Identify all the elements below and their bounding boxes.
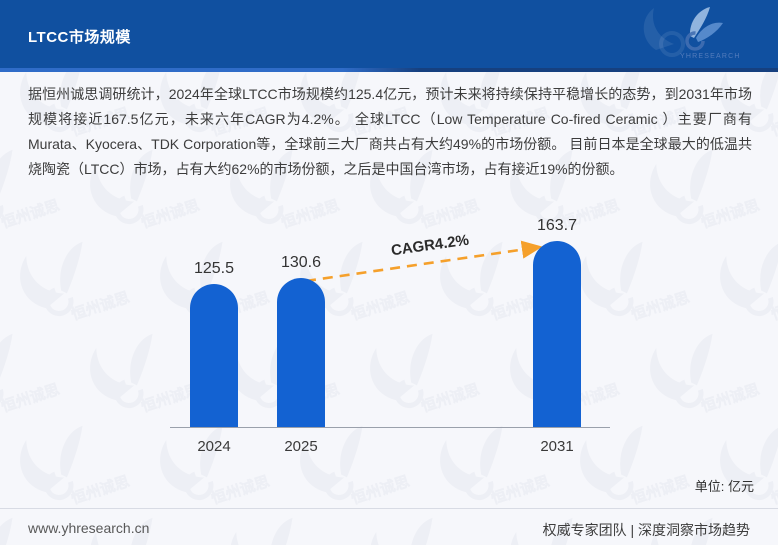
- bar: [190, 284, 238, 427]
- bar-value-label: 163.7: [536, 217, 578, 234]
- bar: [533, 241, 581, 427]
- bar-group: 130.6 2025: [277, 223, 325, 455]
- cagr-annotation: CAGR4.2%: [390, 231, 470, 260]
- bar: [277, 278, 325, 427]
- bar-group: 125.5 2024: [190, 223, 238, 455]
- footer-slogan: 权威专家团队 | 深度洞察市场趋势: [542, 522, 750, 538]
- header-bar: LTCC市场规模 YHRESEARCH: [0, 0, 778, 68]
- bar-group: 163.7 2031: [533, 217, 581, 455]
- header-accent-line: [0, 68, 778, 72]
- footer-bar: www.yhresearch.cn 权威专家团队 | 深度洞察市场趋势: [0, 509, 778, 545]
- intro-paragraph: 据恒州诚思调研统计，2024年全球LTCC市场规模约125.4亿元，预计未来将持…: [28, 86, 752, 177]
- unit-label: 单位: 亿元: [694, 479, 754, 494]
- bar-value-label: 125.5: [193, 260, 235, 277]
- bar-value-label: 130.6: [280, 254, 322, 271]
- bar-x-label: 2025: [284, 438, 318, 455]
- bar-chart-plot: CAGR4.2% 125.5 2024 130.6 2025 163.7 2031: [170, 217, 610, 455]
- bar-x-label: 2031: [540, 438, 574, 455]
- yhresearch-logo: YHRESEARCH: [643, 7, 741, 60]
- page-title: LTCC市场规模: [28, 29, 131, 46]
- bar-x-label: 2024: [197, 438, 231, 455]
- logo-wordmark: YHRESEARCH: [680, 53, 741, 60]
- footer-website: www.yhresearch.cn: [28, 520, 150, 536]
